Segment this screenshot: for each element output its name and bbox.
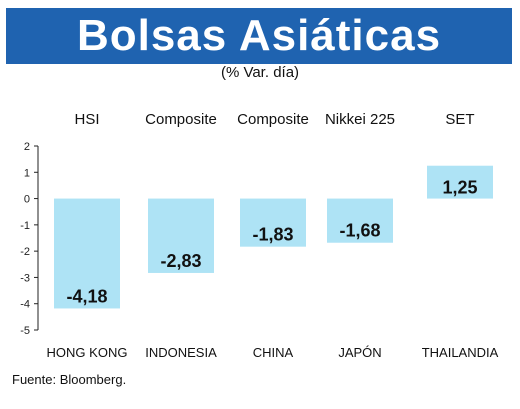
index-name-label: HSI — [74, 111, 99, 128]
y-tick-label: -5 — [20, 325, 30, 337]
chart-subtitle: (% Var. día) — [220, 64, 300, 81]
y-tick-label: -1 — [20, 220, 30, 232]
y-tick-label: -3 — [20, 272, 30, 284]
category-label: HONG KONG — [47, 345, 128, 360]
bar-value-label: 1,25 — [442, 178, 477, 198]
category-label: JAPÓN — [338, 345, 381, 360]
source-note: Fuente: Bloomberg. — [12, 372, 127, 387]
category-label: CHINA — [253, 345, 294, 360]
y-tick-label: 2 — [24, 141, 30, 153]
y-tick-label: 0 — [24, 194, 30, 206]
y-tick-label: -4 — [20, 299, 30, 311]
bar — [240, 198, 306, 247]
index-name-label: Composite — [145, 111, 217, 128]
index-name-label: Nikkei 225 — [325, 111, 395, 128]
index-name-label: SET — [445, 111, 474, 128]
bar — [427, 165, 493, 199]
category-label: THAILANDIA — [422, 345, 499, 360]
bar — [327, 198, 393, 243]
title-bar: Bolsas Asiáticas — [6, 8, 512, 64]
y-tick-label: 1 — [24, 167, 30, 179]
bar-value-label: -1,68 — [339, 221, 380, 241]
bar-value-label: -1,83 — [252, 225, 293, 245]
index-name-label: Composite — [237, 111, 309, 128]
y-tick-label: -2 — [20, 246, 30, 258]
category-label: INDONESIA — [145, 345, 217, 360]
bar — [54, 198, 120, 309]
bar — [148, 198, 214, 273]
page-title: Bolsas Asiáticas — [76, 11, 442, 60]
bar-value-label: -2,83 — [160, 251, 201, 271]
bar-value-label: -4,18 — [66, 286, 107, 306]
